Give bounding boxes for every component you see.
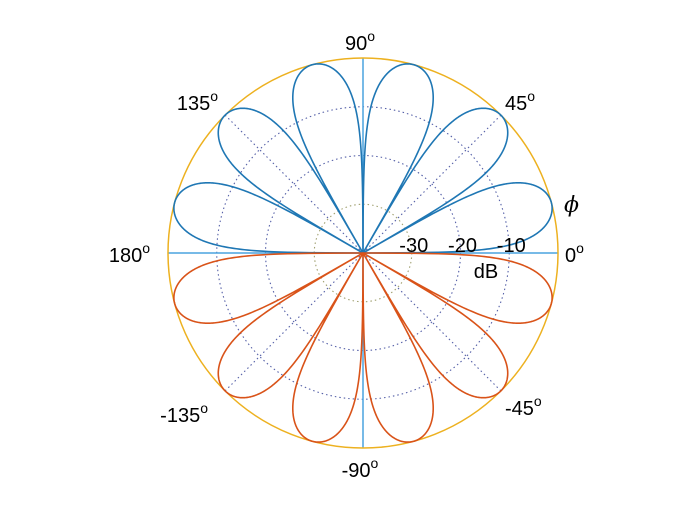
angle-tick-label: 135o bbox=[177, 88, 218, 115]
series-lower-pattern bbox=[173, 252, 553, 443]
grid-spoke bbox=[362, 114, 502, 254]
angle-tick-label: 45o bbox=[505, 88, 535, 115]
angle-tick-label: -45o bbox=[505, 393, 542, 420]
series-layer bbox=[173, 63, 553, 443]
radial-tick-label: -20 bbox=[448, 235, 477, 257]
angle-tick-label: -90o bbox=[342, 455, 379, 482]
grid-spoke bbox=[362, 252, 502, 392]
angle-tick-label: 90o bbox=[345, 28, 375, 55]
angle-tick-label: 0o bbox=[565, 240, 584, 267]
radial-tick-label: -30 bbox=[399, 235, 428, 257]
radial-unit-label: dB bbox=[474, 261, 498, 283]
tick-labels: 0o 45o 90o 135o 180o -135o -90o -45o -30 -20 -10 dB… bbox=[109, 28, 584, 482]
angle-symbol-label: ϕ bbox=[564, 193, 579, 218]
outer-ring bbox=[167, 57, 559, 449]
radial-tick-label: -10 bbox=[497, 235, 526, 257]
grid-spoke bbox=[224, 114, 364, 254]
angle-tick-label: -135o bbox=[160, 400, 208, 427]
angle-tick-label: 180o bbox=[109, 240, 150, 267]
grid-spoke bbox=[224, 252, 364, 392]
